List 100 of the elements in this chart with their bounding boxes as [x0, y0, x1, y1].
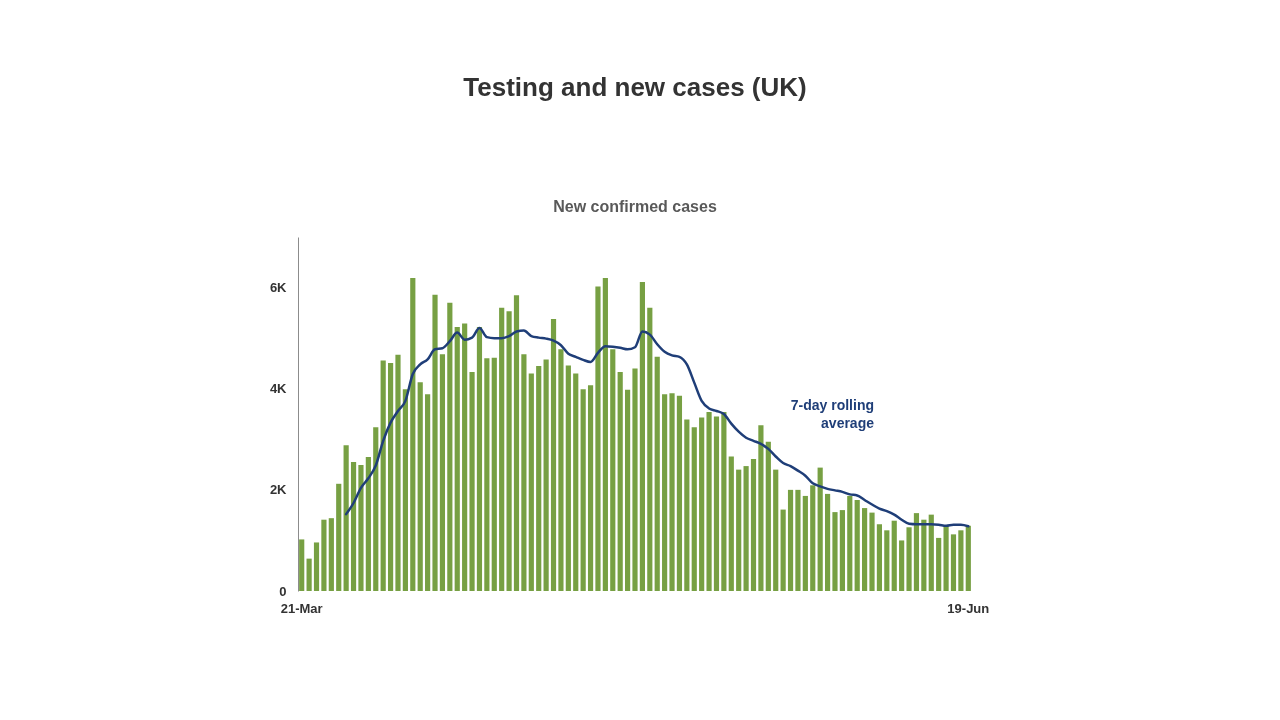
- bar: [684, 419, 690, 591]
- bar: [891, 520, 897, 591]
- bar: [432, 294, 438, 591]
- chart-subtitle: New confirmed cases: [553, 198, 717, 215]
- bar: [499, 307, 505, 591]
- bar: [928, 514, 934, 591]
- bar: [617, 372, 623, 591]
- y-tick-label: 0: [279, 583, 287, 599]
- bar: [950, 534, 957, 591]
- bar: [528, 373, 534, 591]
- bar: [625, 389, 631, 591]
- text: 7-day rolling average: [790, 397, 875, 431]
- bar: [558, 349, 564, 591]
- bar: [913, 513, 920, 591]
- bar: [832, 512, 838, 591]
- bar: [787, 489, 794, 591]
- bar: [550, 318, 557, 591]
- bar: [365, 456, 371, 591]
- bar: [476, 327, 483, 591]
- bar: [580, 389, 586, 591]
- bar: [824, 493, 831, 591]
- bar: [899, 540, 905, 591]
- bar: [669, 393, 675, 591]
- bar: [410, 277, 416, 591]
- bar: [839, 510, 845, 591]
- bar: [595, 286, 601, 591]
- bar: [862, 508, 868, 591]
- bar: [854, 499, 860, 591]
- bar: [632, 368, 638, 591]
- x-tick-label: 19-Jun: [947, 600, 990, 616]
- bar: [869, 512, 875, 591]
- bar: [713, 416, 720, 591]
- y-tick-label: 2K: [269, 482, 288, 498]
- bar: [750, 459, 757, 591]
- bar: [491, 357, 497, 591]
- bar: [654, 356, 660, 591]
- bar: [417, 382, 423, 591]
- bar: [425, 394, 431, 591]
- bar: [721, 411, 727, 591]
- bar: [506, 311, 512, 591]
- bar: [936, 537, 942, 591]
- bar: [676, 395, 683, 591]
- bar: [543, 359, 549, 591]
- bar: [810, 485, 816, 591]
- bar: [306, 558, 312, 591]
- bar: [402, 389, 408, 591]
- bar: [958, 530, 964, 591]
- bar: [536, 365, 542, 591]
- bar: [943, 525, 949, 591]
- bar: [484, 358, 490, 591]
- bar: [802, 495, 808, 591]
- bar: [350, 462, 357, 591]
- bar: [884, 530, 890, 591]
- bar: [387, 362, 394, 591]
- bar: [299, 539, 305, 591]
- bar: [313, 542, 320, 591]
- bar: [780, 509, 786, 591]
- bar: [758, 425, 764, 591]
- bar: [343, 445, 349, 591]
- bar: [602, 277, 608, 591]
- bar: [587, 385, 594, 591]
- bar: [462, 323, 468, 591]
- bar: [513, 295, 520, 591]
- bar: [743, 466, 749, 591]
- bar: [565, 365, 571, 591]
- bar: [965, 525, 971, 591]
- bar: [647, 307, 653, 591]
- bar: [521, 354, 527, 591]
- bar: [358, 465, 364, 591]
- bar: [706, 411, 712, 591]
- bar: [699, 417, 705, 591]
- bar: [736, 469, 742, 591]
- bar: [395, 354, 401, 591]
- bar: [691, 427, 697, 591]
- x-tick-label: 21-Mar: [280, 600, 323, 616]
- bar: [876, 524, 883, 591]
- y-tick-label: 6K: [269, 280, 288, 296]
- bar: [328, 518, 334, 591]
- bar: [765, 441, 771, 591]
- chart-title: Testing and new cases (UK): [463, 72, 807, 102]
- bar: [773, 469, 779, 591]
- bar: [454, 327, 460, 591]
- line-series: [344, 326, 970, 528]
- bar: [847, 495, 853, 591]
- bar: [610, 349, 616, 591]
- bar: [573, 373, 579, 591]
- bar: [728, 456, 734, 591]
- bar: [817, 467, 823, 591]
- bar: [469, 372, 475, 591]
- bar: [380, 360, 386, 591]
- bar: [439, 354, 446, 591]
- bar: [639, 282, 645, 591]
- bar: [662, 394, 668, 591]
- bar: [321, 519, 327, 591]
- bar: [906, 527, 912, 591]
- bar: [373, 427, 379, 591]
- y-tick-label: 4K: [269, 381, 288, 397]
- bar: [447, 302, 453, 591]
- bar: [336, 483, 342, 591]
- bar: [795, 489, 801, 591]
